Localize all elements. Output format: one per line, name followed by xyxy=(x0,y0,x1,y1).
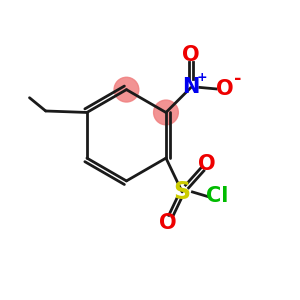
Circle shape xyxy=(114,77,139,102)
Text: -: - xyxy=(234,70,242,88)
Text: N: N xyxy=(182,77,200,98)
Text: +: + xyxy=(197,70,208,84)
Text: O: O xyxy=(182,45,200,65)
Text: O: O xyxy=(198,154,216,174)
Text: O: O xyxy=(216,79,234,99)
Text: Cl: Cl xyxy=(206,186,229,206)
Circle shape xyxy=(154,100,178,125)
Text: S: S xyxy=(174,180,191,204)
Text: O: O xyxy=(159,213,176,233)
